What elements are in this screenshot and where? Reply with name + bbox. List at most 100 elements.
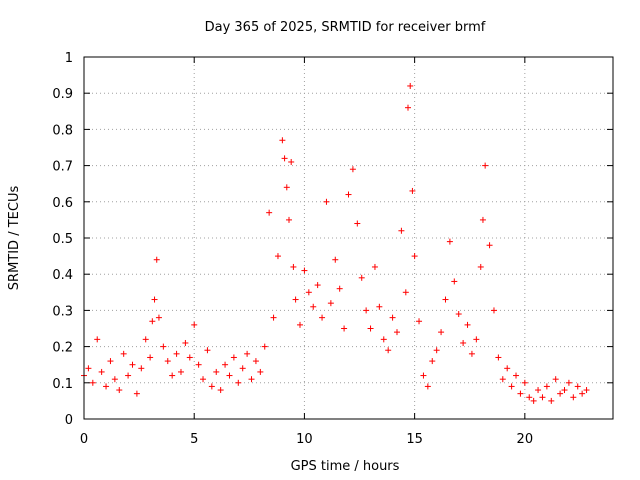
plot-frame	[83, 56, 614, 420]
y-tick-label: 0.5	[52, 232, 73, 247]
data-point	[411, 253, 418, 260]
data-point	[407, 82, 414, 89]
data-point	[561, 387, 568, 394]
data-point	[85, 365, 92, 372]
data-point	[354, 220, 361, 227]
data-point	[526, 394, 533, 401]
data-point	[169, 372, 176, 379]
chart-title: Day 365 of 2025, SRMTID for receiver brm…	[205, 20, 486, 35]
data-point	[486, 242, 493, 249]
data-point	[446, 238, 453, 245]
data-point	[281, 155, 288, 162]
data-point	[327, 300, 334, 307]
y-tick-label: 0.3	[52, 304, 73, 319]
data-point	[217, 387, 224, 394]
data-point	[252, 358, 259, 365]
data-point	[213, 368, 220, 375]
data-point	[103, 383, 110, 390]
data-point	[208, 383, 215, 390]
data-point	[270, 314, 277, 321]
data-point	[376, 303, 383, 310]
data-point	[111, 376, 118, 383]
data-point	[468, 350, 475, 357]
y-tick-label: 0.6	[52, 196, 73, 211]
axis-ticks: 00.10.20.30.40.50.60.70.80.910 5 10 15 20	[52, 51, 613, 447]
data-point	[464, 321, 471, 328]
data-point	[164, 358, 171, 365]
data-point	[557, 390, 564, 397]
y-tick-label: 0.1	[52, 377, 73, 392]
data-point	[297, 321, 304, 328]
data-point	[380, 336, 387, 343]
data-point	[98, 368, 105, 375]
x-tick-label: 0	[80, 432, 88, 447]
y-tick-label: 0	[65, 413, 73, 428]
data-point	[345, 191, 352, 198]
data-point	[517, 390, 524, 397]
data-point	[504, 365, 511, 372]
data-point	[565, 379, 572, 386]
data-point	[552, 376, 559, 383]
data-point	[416, 318, 423, 325]
data-point	[116, 387, 123, 394]
data-point	[371, 263, 378, 270]
data-point	[548, 397, 555, 404]
data-point	[239, 365, 246, 372]
data-point	[424, 383, 431, 390]
data-point	[125, 372, 132, 379]
x-tick-label: 10	[296, 432, 313, 447]
data-point	[389, 314, 396, 321]
x-axis-label: GPS time / hours	[291, 459, 400, 474]
y-axis-label: SRMTID / TECUs	[7, 186, 22, 291]
data-point	[393, 329, 400, 336]
data-point	[420, 372, 427, 379]
data-point	[530, 397, 537, 404]
data-point	[499, 376, 506, 383]
data-point	[442, 296, 449, 303]
data-point	[195, 361, 202, 368]
data-point	[285, 216, 292, 223]
data-point	[186, 354, 193, 361]
data-point	[151, 296, 158, 303]
grid	[84, 57, 613, 419]
data-point	[336, 285, 343, 292]
data-point	[438, 329, 445, 336]
data-point	[182, 339, 189, 346]
data-point	[142, 336, 149, 343]
data-point	[248, 376, 255, 383]
data-point	[314, 282, 321, 289]
data-point	[405, 104, 412, 111]
data-point	[477, 263, 484, 270]
data-point	[230, 354, 237, 361]
y-tick-label: 1	[65, 51, 73, 66]
data-point	[155, 314, 162, 321]
data-point	[385, 347, 392, 354]
x-tick-label: 20	[517, 432, 534, 447]
data-point	[363, 307, 370, 314]
data-point	[173, 350, 180, 357]
data-point	[305, 289, 312, 296]
data-points	[81, 82, 590, 404]
data-point	[261, 343, 268, 350]
data-point	[482, 162, 489, 169]
data-point	[191, 321, 198, 328]
data-point	[579, 390, 586, 397]
data-point	[129, 361, 136, 368]
y-tick-label: 0.9	[52, 87, 73, 102]
data-point	[153, 256, 160, 263]
data-point	[409, 187, 416, 194]
x-tick-label: 15	[406, 432, 423, 447]
data-point	[429, 358, 436, 365]
data-point	[288, 158, 295, 165]
data-point	[301, 267, 308, 274]
data-point	[455, 311, 462, 318]
data-point	[433, 347, 440, 354]
data-point	[535, 387, 542, 394]
data-point	[160, 343, 167, 350]
data-point	[543, 383, 550, 390]
data-point	[149, 318, 156, 325]
data-point	[473, 336, 480, 343]
data-point	[402, 289, 409, 296]
data-point	[283, 184, 290, 191]
